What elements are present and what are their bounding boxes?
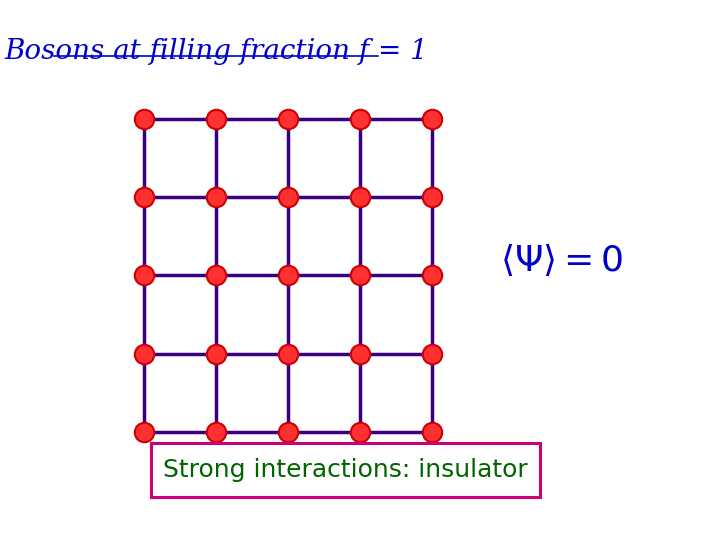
Text: $\langle \Psi \rangle = 0$: $\langle \Psi \rangle = 0$	[500, 241, 624, 278]
Text: Strong interactions: insulator: Strong interactions: insulator	[163, 458, 528, 482]
Text: Bosons at filling fraction f = 1: Bosons at filling fraction f = 1	[4, 38, 428, 65]
FancyBboxPatch shape	[151, 443, 540, 497]
